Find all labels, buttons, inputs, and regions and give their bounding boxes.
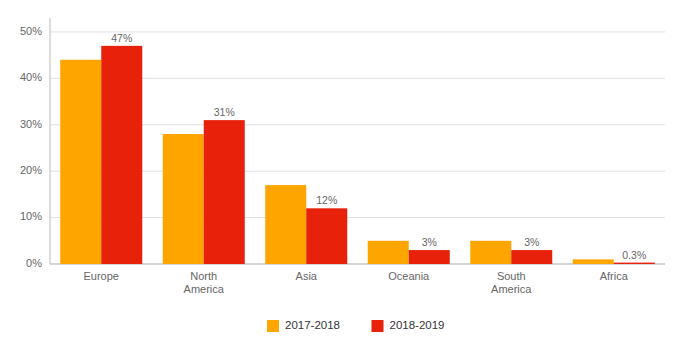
axes: 0%10%20%30%40%50%EuropeNorthAmericaAsiaO… bbox=[20, 18, 665, 295]
x-tick-label-line: America bbox=[491, 283, 532, 295]
bar bbox=[265, 185, 306, 264]
x-tick-label: Oceania bbox=[388, 270, 430, 282]
bar bbox=[573, 259, 614, 264]
x-tick-label: SouthAmerica bbox=[491, 270, 532, 295]
bar bbox=[511, 250, 552, 264]
x-tick-label: Europe bbox=[84, 270, 119, 282]
bar bbox=[409, 250, 450, 264]
y-tick-label: 0% bbox=[26, 257, 42, 269]
x-tick-label-line: Africa bbox=[600, 270, 629, 282]
y-tick-label: 40% bbox=[20, 71, 42, 83]
data-labels: 47% 31% 12% 3% 3% 0.3% bbox=[111, 32, 646, 261]
x-tick-label-line: South bbox=[497, 270, 526, 282]
data-label: 3% bbox=[422, 236, 437, 248]
bar bbox=[614, 263, 655, 264]
legend: 2017-2018 2018-2019 bbox=[267, 319, 445, 332]
bar bbox=[163, 134, 204, 264]
x-tick-label-line: Europe bbox=[84, 270, 119, 282]
x-tick-label-line: Oceania bbox=[388, 270, 430, 282]
bar bbox=[60, 60, 101, 264]
legend-label: 2017-2018 bbox=[285, 319, 340, 331]
data-label: 12% bbox=[316, 194, 337, 206]
data-label: 3% bbox=[524, 236, 539, 248]
data-label: 0.3% bbox=[622, 249, 646, 261]
bar bbox=[101, 46, 142, 264]
x-tick-label: Asia bbox=[296, 270, 318, 282]
bar bbox=[470, 241, 511, 264]
grid bbox=[50, 32, 665, 264]
data-label: 47% bbox=[111, 32, 132, 44]
bar bbox=[204, 120, 245, 264]
x-tick-label-line: America bbox=[184, 283, 225, 295]
x-tick-label: Africa bbox=[600, 270, 629, 282]
x-tick-label-line: North bbox=[190, 270, 217, 282]
x-tick-label: NorthAmerica bbox=[184, 270, 225, 295]
bar bbox=[306, 208, 347, 264]
y-tick-label: 30% bbox=[20, 118, 42, 130]
y-tick-label: 50% bbox=[20, 25, 42, 37]
y-tick-label: 20% bbox=[20, 164, 42, 176]
legend-label: 2018-2019 bbox=[390, 319, 445, 331]
bars bbox=[60, 46, 655, 264]
grid-line bbox=[50, 31, 665, 32]
y-tick-label: 10% bbox=[20, 210, 42, 222]
x-tick-label-line: Asia bbox=[296, 270, 318, 282]
chart: 0%10%20%30%40%50%EuropeNorthAmericaAsiaO… bbox=[0, 0, 681, 346]
bar bbox=[368, 241, 409, 264]
legend-swatch bbox=[372, 320, 384, 332]
y-axis-line bbox=[50, 18, 51, 264]
data-label: 31% bbox=[214, 106, 235, 118]
legend-swatch bbox=[267, 320, 279, 332]
